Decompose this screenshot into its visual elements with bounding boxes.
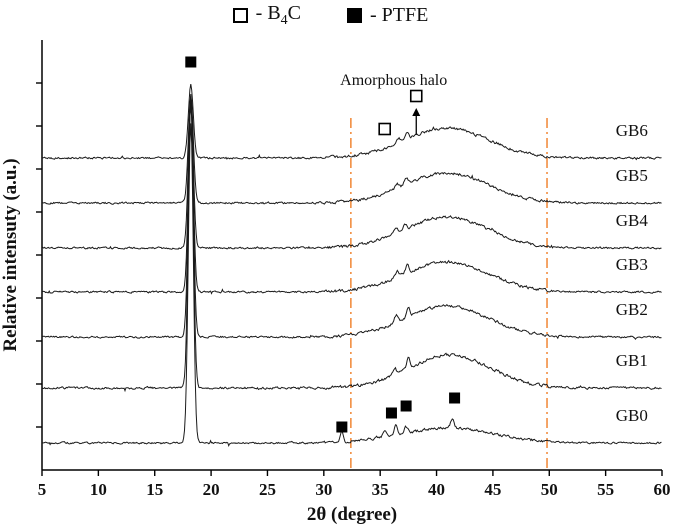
open-square-icon: [232, 8, 248, 23]
legend-label-b4c-prefix: - B: [255, 2, 281, 24]
x-tick-label: 45: [484, 480, 501, 499]
ptfe-marker-3: [400, 400, 412, 412]
ptfe-marker-0: [185, 56, 197, 68]
series-GB0: [41, 123, 662, 448]
x-tick-label: 60: [654, 480, 671, 499]
x-tick-label: 10: [90, 480, 107, 499]
legend-item-ptfe: - PTFE: [347, 4, 428, 27]
x-axis-label: 2θ (degree): [307, 504, 397, 525]
b4c-marker-0: [378, 122, 391, 136]
chart-legend: - B4C - PTFE: [0, 2, 673, 29]
y-axis-label: Relative intensuty (a.u.): [0, 158, 21, 351]
ptfe-marker-1: [336, 421, 348, 433]
b4c-marker-1: [409, 89, 423, 103]
series-label-GB4: GB4: [616, 211, 649, 230]
x-tick-label: 55: [597, 480, 614, 499]
ptfe-marker-4: [449, 392, 461, 404]
series-GB5: [41, 95, 662, 205]
series-GB1: [41, 93, 662, 393]
filled-square-icon: [347, 8, 362, 23]
legend-label-b4c-suffix: C: [287, 2, 301, 24]
series-label-GB5: GB5: [616, 166, 648, 185]
series-GB2: [41, 99, 662, 341]
series-label-GB6: GB6: [616, 121, 648, 140]
annotation-amorphous-halo: Amorphous halo: [340, 72, 447, 89]
x-tick-label: 15: [146, 480, 163, 499]
series-GB3: [41, 105, 662, 295]
x-tick-label: 50: [541, 480, 558, 499]
series-GB4: [41, 100, 662, 250]
legend-label-b4c-sub: 4: [280, 13, 288, 28]
annotation-arrow-head: [412, 108, 421, 116]
legend-label-b4c: - B4C: [256, 2, 301, 29]
series-label-GB3: GB3: [616, 255, 648, 274]
x-tick-label: 35: [372, 480, 389, 499]
x-tick-label: 20: [203, 480, 220, 499]
x-tick-label: 40: [428, 480, 445, 499]
ptfe-marker-2: [385, 407, 397, 419]
legend-label-ptfe: - PTFE: [370, 4, 429, 26]
series-GB6: [41, 84, 662, 161]
series-label-GB1: GB1: [616, 351, 648, 370]
x-tick-label: 30: [315, 480, 332, 499]
series-label-GB2: GB2: [616, 300, 648, 319]
legend-item-b4c: - B4C: [232, 2, 301, 29]
x-tick-label: 5: [38, 480, 47, 499]
series-label-GB0: GB0: [616, 406, 648, 425]
x-tick-label: 25: [259, 480, 276, 499]
